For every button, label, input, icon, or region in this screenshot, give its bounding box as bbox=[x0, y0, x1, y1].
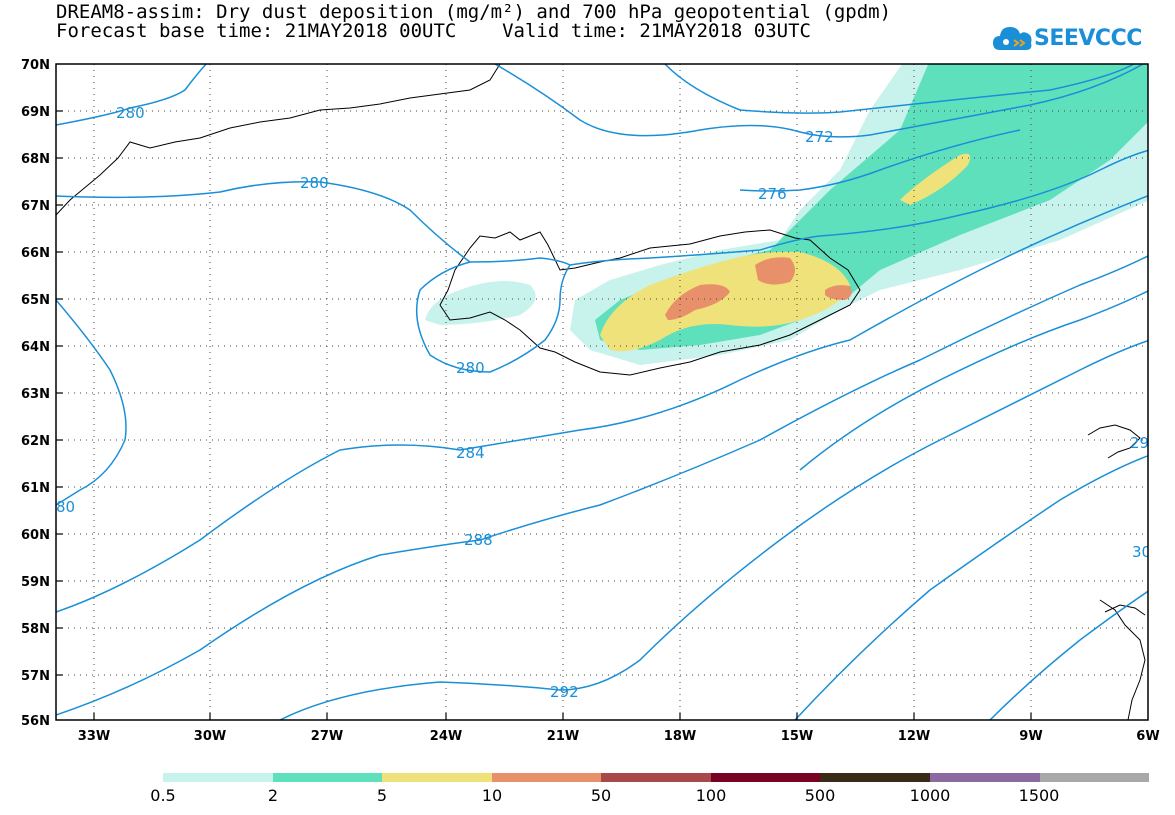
contour-label: 276 bbox=[758, 185, 787, 203]
legend-swatch-3 bbox=[491, 773, 602, 782]
lat-label: 63N bbox=[21, 387, 50, 402]
lon-label: 18W bbox=[664, 729, 696, 744]
contour-292-b bbox=[794, 454, 1148, 720]
lon-label: 33W bbox=[78, 729, 110, 744]
contour-label: 284 bbox=[456, 444, 485, 462]
lat-label: 64N bbox=[21, 340, 50, 355]
legend-label: 1500 bbox=[1018, 786, 1060, 805]
legend-swatch-1 bbox=[272, 773, 383, 782]
lon-label: 9W bbox=[1019, 729, 1042, 744]
contour-label: 288 bbox=[464, 531, 493, 549]
lat-label: 62N bbox=[21, 434, 50, 449]
map-frame bbox=[55, 63, 1149, 721]
legend-label: 500 bbox=[804, 786, 836, 805]
shetland-coast bbox=[1104, 604, 1146, 616]
contour-label: 280 bbox=[300, 174, 329, 192]
contour-276-b bbox=[819, 149, 1148, 237]
lat-label: 65N bbox=[21, 293, 50, 308]
lat-label: 66N bbox=[21, 246, 50, 261]
legend-label: 100 bbox=[695, 786, 727, 805]
lat-label: 69N bbox=[21, 105, 50, 120]
contour-label: 272 bbox=[805, 128, 834, 146]
lon-label: 12W bbox=[898, 729, 930, 744]
geopotential-contours bbox=[56, 64, 1148, 720]
legend-swatch-4 bbox=[601, 773, 711, 782]
lat-label: 60N bbox=[21, 528, 50, 543]
lon-label: 15W bbox=[781, 729, 813, 744]
contour-label: 30 bbox=[1132, 543, 1151, 561]
contour-labels: 280 280 280 272 276 284 288 292 80 29 30 bbox=[56, 104, 1151, 701]
dust-deposition-field bbox=[425, 64, 1148, 365]
legend-label: 5 bbox=[376, 786, 388, 805]
color-legend bbox=[163, 773, 1150, 782]
lon-label: 27W bbox=[311, 729, 343, 744]
legend-label: 0.5 bbox=[150, 786, 176, 805]
dust-band-10b bbox=[755, 257, 795, 285]
contour-label: 80 bbox=[56, 498, 75, 516]
graticule bbox=[56, 64, 1148, 720]
dust-band-0.5b bbox=[425, 281, 536, 325]
contour-272 bbox=[494, 64, 1145, 138]
lat-label: 56N bbox=[21, 714, 50, 729]
faroe-coast bbox=[1087, 424, 1141, 459]
lon-label: 6W bbox=[1136, 729, 1159, 744]
lat-label: 58N bbox=[21, 622, 50, 637]
contour-280-loop bbox=[415, 261, 571, 373]
lon-label: 30W bbox=[194, 729, 226, 744]
contour-284 bbox=[56, 194, 1148, 613]
seevccc-logo: SEEVCCC bbox=[992, 20, 1142, 60]
lat-label: 67N bbox=[21, 199, 50, 214]
contour-284-west bbox=[56, 299, 127, 506]
contour-280-mid bbox=[56, 180, 821, 266]
dust-band-5b bbox=[900, 153, 971, 205]
tick-marks bbox=[56, 110, 1032, 720]
contour-288-b bbox=[799, 290, 1148, 471]
legend-swatch-8 bbox=[1039, 773, 1150, 782]
latitude-labels: 70N 69N 68N 67N 66N 65N 64N 63N 62N 61N … bbox=[21, 58, 50, 729]
contour-label: 292 bbox=[550, 683, 579, 701]
lon-label: 21W bbox=[547, 729, 579, 744]
cloud-icon bbox=[993, 27, 1032, 50]
legend-label: 10 bbox=[481, 786, 503, 805]
contour-276 bbox=[664, 64, 1136, 114]
legend-label: 1000 bbox=[909, 786, 951, 805]
contour-288 bbox=[56, 255, 1148, 716]
contour-label: 280 bbox=[116, 104, 145, 122]
contour-label: 280 bbox=[456, 359, 485, 377]
lat-label: 68N bbox=[21, 152, 50, 167]
lat-label: 61N bbox=[21, 481, 50, 496]
logo-text: SEEVCCC bbox=[1034, 26, 1142, 51]
legend-swatch-2 bbox=[382, 773, 492, 782]
iceland-coast bbox=[439, 229, 861, 376]
legend-swatch-7 bbox=[929, 773, 1040, 782]
contour-296 bbox=[989, 590, 1148, 720]
legend-swatch-6 bbox=[820, 773, 930, 782]
lat-label: 70N bbox=[21, 58, 50, 73]
legend-swatch-5 bbox=[710, 773, 821, 782]
lat-label: 57N bbox=[21, 669, 50, 684]
lat-label: 59N bbox=[21, 575, 50, 590]
contour-292 bbox=[279, 339, 1148, 720]
longitude-labels: 33W 30W 27W 24W 21W 18W 15W 12W 9W 6W bbox=[78, 729, 1160, 744]
forecast-time-line: Forecast base time: 21MAY2018 00UTC Vali… bbox=[56, 20, 811, 42]
dust-band-10 bbox=[665, 284, 730, 320]
map-title: DREAM8-assim: Dry dust deposition (mg/m²… bbox=[56, 1, 892, 23]
greenland-coast bbox=[56, 64, 501, 216]
contour-label: 29 bbox=[1130, 434, 1149, 452]
lon-label: 24W bbox=[430, 729, 462, 744]
dust-map: 280 280 280 272 276 284 288 292 80 29 30… bbox=[21, 58, 1160, 744]
dust-band-10c bbox=[825, 285, 852, 300]
legend-swatch-0 bbox=[163, 773, 273, 782]
legend-label: 50 bbox=[590, 786, 612, 805]
legend-label: 2 bbox=[267, 786, 279, 805]
contour-276-c bbox=[739, 129, 1021, 192]
contour-280-north bbox=[56, 64, 208, 126]
